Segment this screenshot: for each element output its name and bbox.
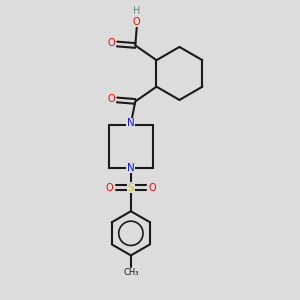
Text: S: S xyxy=(128,183,134,193)
Text: N: N xyxy=(127,163,135,173)
Text: O: O xyxy=(108,94,116,104)
Text: H: H xyxy=(133,6,140,16)
Text: N: N xyxy=(127,118,135,128)
Text: O: O xyxy=(133,17,141,27)
Text: O: O xyxy=(108,38,116,48)
Text: CH₃: CH₃ xyxy=(123,268,139,277)
Text: O: O xyxy=(149,183,157,193)
Text: O: O xyxy=(105,183,113,193)
